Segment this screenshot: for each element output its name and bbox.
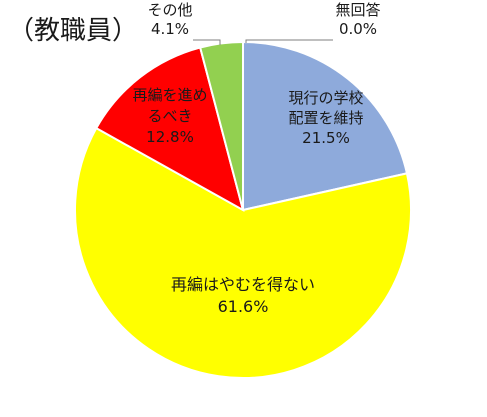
slice-1-value: 21.5% [302,129,350,147]
slice-4-value: 4.1% [151,20,189,38]
slice-4 [198,40,244,211]
slice-3-label: 再編を進めるべき 12.8% [132,86,207,146]
slice-5-label: 無回答 0.0% [335,1,380,38]
chart-title: （教職員） [8,16,139,46]
pie-slices [73,40,412,379]
slice-4-label: その他 4.1% [147,1,192,38]
slice-2-value: 61.6% [218,297,269,316]
slice-1 [242,40,409,212]
slice-3 [94,46,245,213]
slice-1-name-line: 現行の学校 [288,89,363,107]
slice-2-name-line: 再編はやむを得ない [171,275,315,294]
leader-lines [193,39,333,45]
slice-4-leader-line [193,39,221,45]
slice-labels: 現行の学校配置を維持 21.5% 再編はやむを得ない 61.6% 再編を進めるべき 12.… [132,1,380,316]
slice-3-name-line: るべき [147,107,192,125]
slice-3-name-line: 再編を進め [132,86,207,104]
slice-2-label: 再編はやむを得ない 61.6% [171,275,315,316]
slice-4-name-line: その他 [147,1,192,19]
slice-2 [73,126,412,379]
slice-5-name-line: 無回答 [335,1,380,19]
slice-1-name-line: 配置を維持 [288,109,363,127]
slice-5-leader-line [245,39,333,43]
slice-5-value: 0.0% [339,20,377,38]
slice-1-label: 現行の学校配置を維持 21.5% [288,89,363,147]
slice-3-value: 12.8% [146,128,194,146]
